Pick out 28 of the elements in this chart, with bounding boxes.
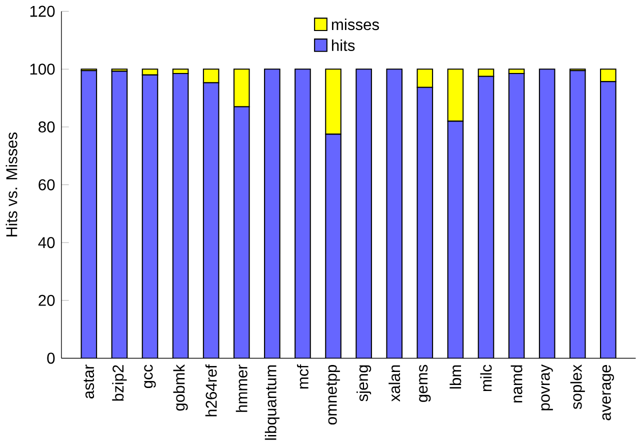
x-tick-label: mcf xyxy=(297,364,308,389)
x-tick-label: astar xyxy=(84,364,94,399)
y-tick-label: 20 xyxy=(38,295,55,306)
x-tick-label: bzip2 xyxy=(112,365,127,401)
x-tick-label: gems xyxy=(419,365,431,402)
y-tick-label: 80 xyxy=(38,122,55,133)
y-tick-label: 120 xyxy=(30,6,55,18)
x-tick-label: gcc xyxy=(144,364,156,388)
x-tick-label: soplex xyxy=(570,364,585,410)
x-tick-label: milc xyxy=(480,364,492,392)
x-tick-label: lbm xyxy=(450,366,462,389)
x-tick-label: omnetpp xyxy=(326,365,340,425)
x-tick-label: sjeng xyxy=(356,366,372,402)
x-tick-label: povray xyxy=(541,364,553,410)
y-tick-label: 60 xyxy=(38,179,55,191)
legend-label: misses xyxy=(332,18,379,30)
x-tick-label: average xyxy=(602,365,614,420)
legend-label: hits xyxy=(332,40,355,52)
x-tick-label: gobmk xyxy=(173,364,188,411)
x-tick-label: h264ref xyxy=(205,364,217,416)
x-tick-label: libquantum xyxy=(264,366,280,440)
x-tick-label: hmmer xyxy=(236,364,248,412)
y-tick-label: 0 xyxy=(47,352,55,364)
y-tick-label: 40 xyxy=(38,237,55,248)
x-tick-label: xalan xyxy=(388,366,400,402)
y-tick-label: 100 xyxy=(30,64,55,75)
y-axis-title: Hits vs. Misses xyxy=(6,132,18,237)
x-tick-label: namd xyxy=(510,366,522,403)
